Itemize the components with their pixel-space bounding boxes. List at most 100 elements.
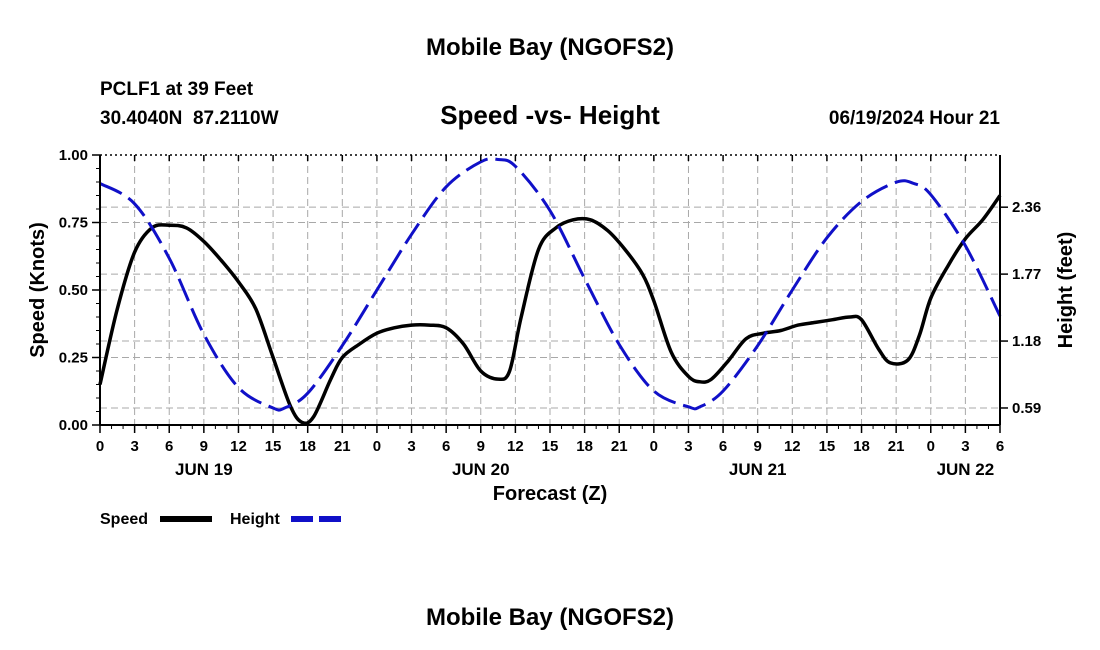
data-point-height — [929, 193, 932, 196]
data-point-speed — [947, 264, 950, 267]
x-tick-label: 0 — [373, 438, 381, 455]
data-point-speed — [652, 299, 655, 302]
data-point-speed — [831, 318, 834, 321]
data-point-height — [133, 202, 136, 205]
data-point-speed — [410, 324, 413, 327]
chart-title: Speed -vs- Height — [440, 100, 660, 130]
data-point-speed — [537, 248, 540, 251]
day-label: JUN 21 — [729, 460, 787, 479]
left-y-tick-label: 1.00 — [59, 147, 88, 164]
data-point-speed — [358, 343, 361, 346]
left-y-axis-ticks: 0.00 0.25 0.50 0.75 1.00 — [59, 147, 100, 434]
data-point-height — [964, 244, 967, 247]
right-y-axis-ticks: 0.59 1.18 1.77 2.36 — [1000, 199, 1041, 417]
data-point-speed — [554, 226, 557, 229]
data-point-speed — [964, 237, 967, 240]
data-point-speed — [699, 380, 702, 383]
data-point-speed — [445, 326, 448, 329]
x-tick-label: 0 — [650, 438, 658, 455]
left-y-tick-label: 0.00 — [59, 417, 88, 434]
x-tick-label: 12 — [784, 438, 801, 455]
data-point-height — [283, 407, 286, 410]
data-point-speed — [779, 329, 782, 332]
data-point-speed — [745, 337, 748, 340]
data-point-speed — [220, 259, 223, 262]
x-tick-label: 6 — [719, 438, 727, 455]
data-point-speed — [670, 351, 673, 354]
day-labels: JUN 19 JUN 20 JUN 21 JUN 22 — [175, 460, 994, 479]
left-y-tick-label: 0.50 — [59, 282, 88, 299]
data-point-speed — [479, 370, 482, 373]
data-point-speed — [168, 224, 171, 227]
data-point-speed — [237, 280, 240, 283]
x-tick-label: 3 — [684, 438, 692, 455]
x-tick-label: 15 — [819, 438, 836, 455]
data-point-speed — [572, 218, 575, 221]
data-point-height — [652, 390, 655, 393]
legend-label-speed: Speed — [100, 511, 148, 528]
data-point-height — [168, 257, 171, 260]
data-point-speed — [427, 324, 430, 327]
data-point-speed — [462, 343, 465, 346]
x-tick-label: 0 — [96, 438, 104, 455]
x-axis-ticks: 0 3 6 9 12 15 18 21 0 3 6 9 12 15 18 21 0 3 6 9 12 15 18 21 0 3 6 — [96, 155, 1004, 455]
data-point-speed — [929, 297, 932, 300]
right-y-tick-label: 2.36 — [1012, 199, 1041, 216]
data-point-speed — [589, 218, 592, 221]
day-label: JUN 20 — [452, 460, 510, 479]
left-y-tick-label: 0.25 — [59, 350, 88, 367]
right-y-tick-label: 1.18 — [1012, 333, 1041, 350]
data-point-height — [912, 182, 915, 185]
series-line-speed — [98, 194, 1002, 426]
data-point-height — [306, 392, 309, 395]
x-tick-label: 6 — [996, 438, 1004, 455]
data-point-speed — [202, 240, 205, 243]
right-y-axis-title: Height (feet) — [1055, 232, 1077, 349]
data-point-speed — [341, 356, 344, 359]
data-point-speed — [906, 359, 909, 362]
data-point-speed — [508, 370, 511, 373]
data-point-speed — [918, 334, 921, 337]
data-point-height — [272, 407, 275, 410]
data-point-speed — [254, 307, 257, 310]
data-point-speed — [641, 272, 644, 275]
data-point-height — [860, 200, 863, 203]
data-point-speed — [877, 348, 880, 351]
data-point-height — [791, 289, 794, 292]
footer-title: Mobile Bay (NGOFS2) — [426, 604, 674, 631]
data-point-speed — [797, 324, 800, 327]
x-tick-label: 12 — [507, 438, 524, 455]
data-point-speed — [272, 356, 275, 359]
series-line-height — [99, 157, 1002, 412]
data-point-height — [202, 333, 205, 336]
data-point-speed — [687, 375, 690, 378]
x-tick-label: 9 — [477, 438, 485, 455]
data-point-speed — [624, 248, 627, 251]
data-point-height — [497, 158, 500, 161]
x-tick-label: 18 — [576, 438, 593, 455]
station-label: PCLF1 at 39 Feet — [100, 79, 254, 100]
data-point-speed — [520, 316, 523, 319]
x-tick-label: 15 — [265, 438, 282, 455]
data-point-speed — [393, 326, 396, 329]
x-tick-label: 3 — [407, 438, 415, 455]
day-label: JUN 19 — [175, 460, 233, 479]
data-point-speed — [727, 359, 730, 362]
data-point-speed — [497, 378, 500, 381]
data-point-speed — [375, 332, 378, 335]
x-tick-label: 9 — [200, 438, 208, 455]
data-point-height — [375, 289, 378, 292]
data-point-speed — [185, 226, 188, 229]
data-point-speed — [860, 318, 863, 321]
data-point-speed — [300, 421, 303, 424]
x-tick-label: 12 — [230, 438, 247, 455]
data-point-speed — [710, 378, 713, 381]
data-point-speed — [814, 321, 817, 324]
x-axis-title: Forecast (Z) — [493, 483, 607, 505]
forecast-datetime: 06/19/2024 Hour 21 — [829, 108, 1001, 129]
data-point-speed — [889, 361, 892, 364]
x-tick-label: 15 — [542, 438, 559, 455]
data-point-speed — [329, 378, 332, 381]
data-point-height — [699, 405, 702, 408]
